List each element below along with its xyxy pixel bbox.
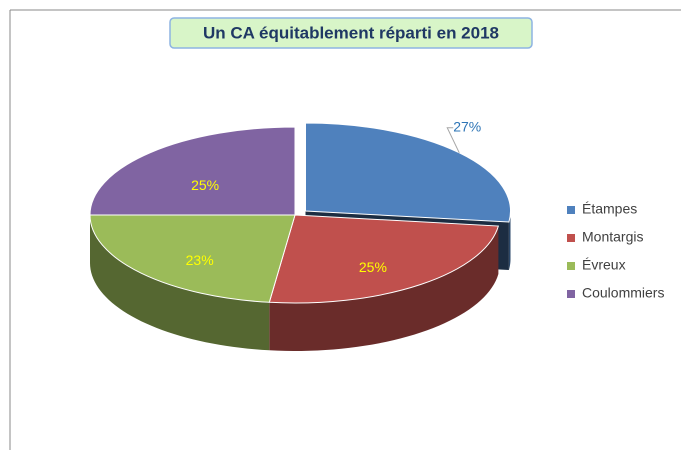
legend-label: Coulommiers (582, 285, 664, 301)
legend-label: Étampes (582, 201, 637, 217)
pie-slice (305, 122, 511, 223)
legend-swatch (567, 262, 575, 270)
leader-line (446, 127, 460, 154)
pie-tops (89, 122, 511, 304)
legend-swatch (567, 290, 575, 298)
pie-side (269, 226, 499, 351)
pie-slice (268, 214, 500, 304)
legend-swatch (567, 234, 575, 242)
pie-slice (89, 126, 296, 216)
legend: Étampes Montargis Évreux Coulommiers (567, 201, 664, 301)
data-label: 23% (186, 252, 214, 268)
data-label: 27% (453, 118, 481, 134)
pie-slice (89, 214, 296, 303)
pie-side (508, 211, 511, 271)
legend-label: Montargis (582, 229, 643, 245)
data-labels: 27% 25% 23% 25% (186, 118, 482, 274)
chart-title: Un CA équitablement réparti en 2018 (203, 23, 499, 42)
legend-label: Évreux (582, 257, 626, 273)
data-label: 25% (359, 259, 387, 275)
pie-side (90, 215, 270, 351)
data-label: 25% (191, 177, 219, 193)
title-box (169, 17, 533, 49)
legend-swatch (567, 206, 575, 214)
